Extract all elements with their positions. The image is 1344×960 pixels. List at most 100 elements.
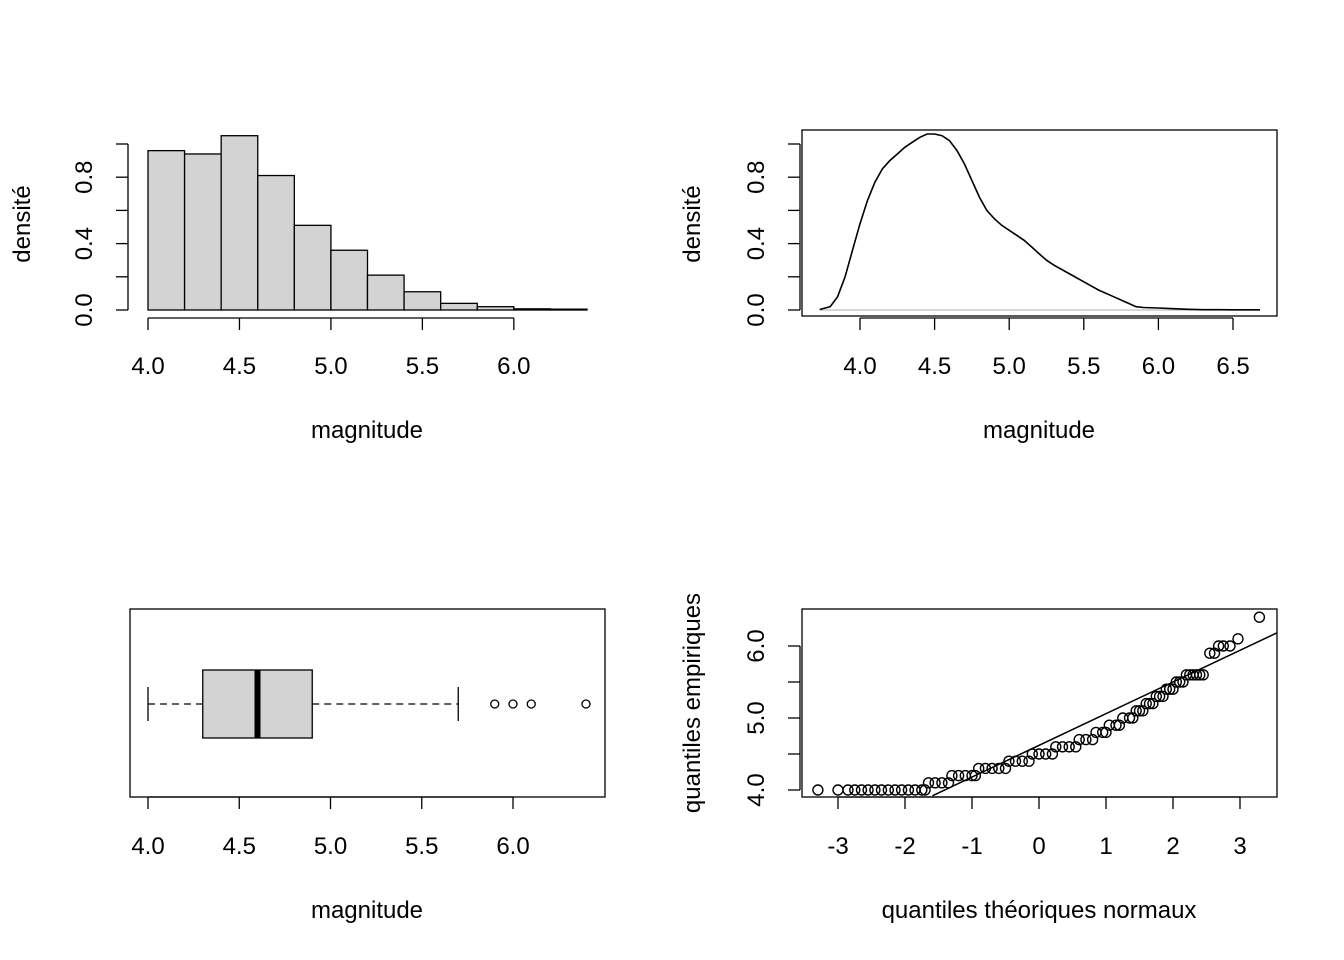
density-x-axis-title: magnitude bbox=[983, 417, 1095, 444]
qq-point bbox=[1140, 697, 1152, 710]
qq-point bbox=[1133, 705, 1146, 717]
qq-point bbox=[1063, 741, 1075, 753]
density-y-tick-label: 0.8 bbox=[743, 161, 770, 194]
qq-point bbox=[1023, 755, 1035, 767]
qq-point bbox=[1197, 669, 1209, 681]
histogram-bar bbox=[549, 308, 588, 311]
qq-point bbox=[916, 784, 928, 796]
qq-point bbox=[1050, 741, 1062, 753]
density-x-tick-label: 5.5 bbox=[1067, 353, 1100, 380]
qq-point bbox=[993, 762, 1005, 775]
qq-plot-area bbox=[812, 611, 1278, 797]
qq-point bbox=[1130, 705, 1142, 717]
histogram-x-axis-title: magnitude bbox=[311, 417, 423, 444]
boxplot-x-tick-label: 6.0 bbox=[496, 833, 529, 860]
qq-point bbox=[1160, 683, 1173, 695]
boxplot-outlier bbox=[526, 699, 536, 709]
boxplot-x-tick-label: 4.0 bbox=[131, 833, 164, 860]
boxplot-x-axis-title: magnitude bbox=[311, 897, 423, 924]
qq-point bbox=[1070, 741, 1082, 753]
qq-x-tick-label: 3 bbox=[1233, 833, 1246, 860]
boxplot-plot-area bbox=[147, 669, 591, 739]
qq-point bbox=[1224, 640, 1236, 652]
histogram-x-tick-label: 5.5 bbox=[406, 353, 439, 380]
histogram-bar bbox=[293, 224, 332, 311]
histogram-y-tick-label: 0.0 bbox=[71, 293, 98, 326]
qq-point bbox=[1253, 611, 1266, 623]
qq-point bbox=[1232, 633, 1244, 645]
qq-point bbox=[1016, 755, 1028, 767]
histogram-bar bbox=[440, 302, 478, 311]
qq-point bbox=[875, 784, 888, 796]
histogram-bar bbox=[183, 153, 222, 311]
qq-x-tick-label: 0 bbox=[1032, 833, 1045, 860]
qq-y-tick-label: 4.0 bbox=[743, 773, 770, 806]
boxplot-outlier bbox=[508, 699, 518, 709]
histogram-bar bbox=[366, 274, 405, 311]
qq-point bbox=[999, 762, 1012, 775]
density-plot-frame bbox=[801, 129, 1278, 317]
qq-point bbox=[869, 784, 881, 796]
histogram-bar bbox=[403, 291, 442, 311]
qq-point bbox=[812, 784, 824, 796]
qq-point bbox=[1127, 712, 1139, 724]
boxplot-x-tick-label: 4.5 bbox=[223, 833, 256, 860]
histogram-bar bbox=[330, 249, 369, 311]
qq-point bbox=[1150, 690, 1163, 703]
qq-point bbox=[946, 769, 958, 782]
histogram-x-tick-label: 6.0 bbox=[497, 353, 530, 380]
qq-x-tick-label: 2 bbox=[1166, 833, 1179, 860]
qq-point bbox=[1137, 705, 1149, 717]
qq-point bbox=[1046, 748, 1059, 760]
boxplot-frame bbox=[129, 608, 606, 798]
qq-point bbox=[1153, 690, 1166, 703]
histogram-x-tick-label: 4.0 bbox=[131, 353, 164, 380]
qq-point bbox=[842, 784, 854, 796]
qq-point bbox=[849, 784, 861, 796]
qq-point bbox=[1217, 640, 1230, 652]
qq-point bbox=[952, 769, 965, 782]
qq-x-tick-label: -3 bbox=[827, 833, 848, 860]
qq-point bbox=[1100, 726, 1112, 739]
qq-point bbox=[1147, 697, 1159, 710]
boxplot-axes: 4.0 4.5 5.0 5.5 6.0 bbox=[131, 796, 530, 860]
qq-point bbox=[1056, 741, 1069, 753]
qq-point bbox=[1157, 690, 1169, 703]
qq-point bbox=[1204, 647, 1216, 659]
density-x-tick-label: 6.0 bbox=[1142, 353, 1175, 380]
histogram-bar bbox=[147, 149, 186, 311]
qq-plot-panel: -3 -2 -1 0 1 2 3 4.0 5.0 6.0 quantiles théoriques… bbox=[679, 593, 1278, 924]
qq-point bbox=[1033, 748, 1045, 760]
density-y-tick-label: 0.4 bbox=[743, 227, 770, 260]
qq-point bbox=[882, 784, 894, 796]
qq-point bbox=[1143, 697, 1156, 710]
density-axes: 4.0 4.5 5.0 5.5 6.0 6.5 0.0 0.4 0.8 bbox=[743, 143, 1250, 380]
density-x-tick-label: 5.0 bbox=[993, 353, 1026, 380]
density-y-tick-label: 0.0 bbox=[743, 293, 770, 326]
qq-x-tick-label: 1 bbox=[1099, 833, 1112, 860]
qq-point bbox=[889, 784, 901, 796]
qq-x-axis-title: quantiles théoriques normaux bbox=[882, 897, 1197, 924]
boxplot-x-tick-label: 5.5 bbox=[405, 833, 438, 860]
qq-y-tick-label: 5.0 bbox=[743, 701, 770, 734]
boxplot-outlier bbox=[490, 699, 500, 709]
qq-point bbox=[919, 784, 931, 796]
qq-point bbox=[1080, 733, 1092, 746]
density-x-tick-label: 4.5 bbox=[918, 353, 951, 380]
density-plot-area bbox=[819, 133, 1260, 311]
qq-point bbox=[855, 784, 868, 796]
qq-x-tick-label: -2 bbox=[894, 833, 915, 860]
histogram-bar bbox=[220, 135, 259, 311]
qq-plot-frame bbox=[801, 608, 1278, 798]
qq-point bbox=[1073, 733, 1085, 746]
qq-point bbox=[1039, 748, 1052, 760]
density-panel: 4.0 4.5 5.0 5.5 6.0 6.5 0.0 0.4 0.8 magnitude de… bbox=[679, 129, 1278, 444]
qq-point bbox=[936, 777, 948, 789]
qq-point bbox=[862, 784, 874, 796]
histogram-y-tick-label: 0.8 bbox=[71, 161, 98, 194]
qq-point bbox=[1096, 726, 1109, 739]
qq-point bbox=[902, 784, 915, 796]
qq-point bbox=[1123, 712, 1136, 724]
qq-plot-axes: -3 -2 -1 0 1 2 3 4.0 5.0 6.0 bbox=[743, 629, 1247, 860]
qq-point bbox=[1086, 733, 1099, 746]
